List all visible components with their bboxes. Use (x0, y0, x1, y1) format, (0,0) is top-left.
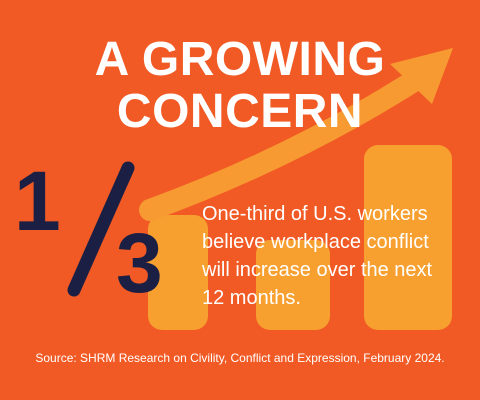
fraction-denominator: 3 (116, 216, 163, 300)
stat-line-3: will increase over the next (202, 259, 433, 281)
bar-3 (364, 145, 452, 330)
fraction-slash (67, 161, 135, 297)
stat-line-4: 12 months. (202, 287, 301, 309)
stat-description: One-third of U.S. workers believe workpl… (202, 200, 472, 312)
trend-up-arrow-icon (139, 48, 453, 221)
fraction-numerator: 1 (14, 158, 61, 248)
one-third-fraction: 1 3 (14, 158, 163, 300)
bar-1 (148, 215, 208, 330)
stat-line-1: One-third of U.S. workers (202, 203, 428, 225)
headline-line-2: CONCERN (116, 85, 364, 138)
bar-2 (256, 240, 330, 330)
headline-line-1: A GROWING (94, 33, 386, 86)
headline: A GROWING CONCERN (0, 34, 480, 138)
source-citation: Source: SHRM Research on Civility, Confl… (35, 351, 445, 365)
bar-chart-icon (148, 145, 452, 330)
arrow-head (390, 48, 453, 104)
arrow-shaft (139, 61, 439, 221)
stat-line-2: believe workplace conflict (202, 231, 429, 253)
